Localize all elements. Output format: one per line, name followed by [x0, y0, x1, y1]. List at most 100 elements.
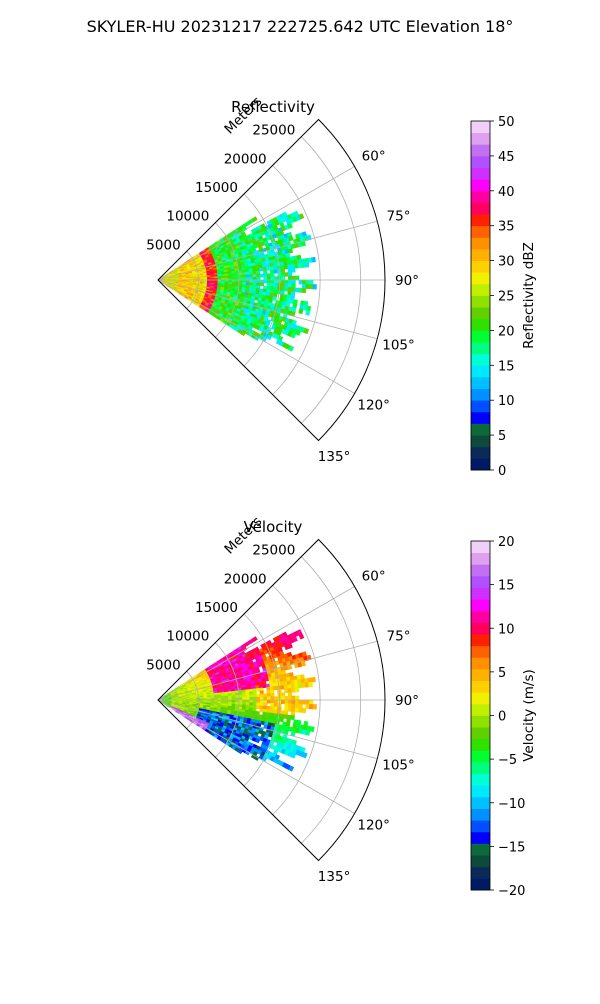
data-cell	[299, 704, 303, 708]
data-cell	[257, 277, 261, 280]
colorbar-tick-label: −20	[498, 884, 525, 899]
data-cell	[295, 700, 299, 704]
data-cell	[260, 691, 264, 694]
colorbar-segment	[471, 179, 490, 191]
data-cell	[242, 695, 246, 698]
data-cell	[250, 280, 254, 283]
colorbar-tick-label: 0	[498, 464, 506, 479]
azimuth-tick-label: 120°	[357, 398, 390, 414]
colorbar-label: Reflectivity dBZ	[521, 242, 537, 349]
radial-tick-label: 10000	[166, 209, 209, 225]
colorbar-segment	[471, 669, 490, 681]
data-cell	[281, 696, 285, 700]
data-cell	[264, 274, 268, 277]
radial-tick-label: 15000	[195, 600, 238, 616]
data-field	[158, 211, 317, 351]
data-cell	[264, 703, 268, 706]
data-cell	[295, 696, 299, 700]
data-cell	[306, 700, 310, 704]
colorbar-segment	[471, 820, 490, 832]
data-cell	[306, 280, 310, 284]
azimuth-tick-label: 105°	[382, 337, 415, 353]
colorbar-segment	[471, 412, 490, 424]
colorbar-tick-label: 0	[498, 710, 506, 725]
data-cell	[271, 277, 275, 280]
data-cell	[295, 276, 299, 280]
data-cell	[281, 693, 285, 697]
data-cell	[267, 280, 271, 283]
colorbar-segment	[471, 133, 490, 145]
azimuth-tick-label: 90°	[395, 693, 419, 709]
colorbar-segment	[471, 284, 490, 296]
data-cell	[288, 688, 292, 692]
data-cell	[271, 273, 275, 276]
azimuth-tick-label: 75°	[387, 209, 411, 225]
data-cell	[260, 274, 264, 277]
data-cell	[292, 284, 296, 288]
data-cell	[280, 718, 284, 722]
data-cell	[310, 727, 314, 732]
colorbar-segment	[471, 458, 490, 470]
colorbar-segment	[471, 553, 490, 565]
colorbar-segment	[471, 750, 490, 762]
colorbar-tick-label: 10	[498, 394, 515, 409]
colorbar-label: Velocity (m/s)	[521, 669, 537, 762]
data-cell	[264, 697, 268, 700]
data-cell	[291, 288, 295, 292]
colorbar-segment	[471, 156, 490, 168]
data-cell	[305, 263, 309, 268]
data-cell	[306, 730, 310, 735]
colorbar-segment	[471, 599, 490, 611]
data-cell	[264, 694, 268, 697]
data-cell	[292, 276, 296, 280]
data-cell	[281, 273, 285, 277]
colorbar-tick-label: 15	[498, 359, 515, 374]
colorbar-tick-label: 50	[498, 115, 515, 130]
data-cell	[306, 704, 310, 708]
azimuth-tick-label: 75°	[387, 629, 411, 645]
data-cell	[274, 700, 278, 703]
data-cell	[273, 297, 277, 301]
colorbar-tick-label: 45	[498, 150, 515, 165]
data-cell	[288, 272, 292, 276]
data-cell	[256, 688, 260, 691]
colorbar-segment	[471, 727, 490, 739]
data-cell	[288, 704, 292, 708]
colorbar-segment	[471, 261, 490, 273]
azimuth-tick-label: 90°	[395, 273, 419, 289]
colorbar-segment	[471, 634, 490, 646]
data-cell	[264, 280, 268, 283]
data-cell	[271, 703, 275, 706]
colorbar-segment	[471, 809, 490, 821]
data-cell	[291, 708, 295, 712]
radial-tick-label: 15000	[195, 180, 238, 196]
data-cell	[267, 277, 271, 280]
data-cell	[263, 271, 267, 274]
colorbar-tick-label: 5	[498, 666, 506, 681]
data-cell	[299, 309, 303, 314]
data-cell	[311, 257, 315, 262]
data-cell	[302, 284, 306, 288]
polar-panel-reflectivity: Reflectivity500010000150002000025000Mete…	[146, 94, 537, 479]
data-cell	[285, 272, 289, 276]
panels: Reflectivity500010000150002000025000Mete…	[146, 94, 537, 899]
colorbar-segment	[471, 168, 490, 180]
data-cell	[285, 696, 289, 700]
data-cell	[257, 694, 261, 697]
data-cell	[274, 270, 278, 274]
data-cell	[253, 277, 257, 280]
data-cell	[281, 276, 285, 280]
radial-tick-label: 25000	[252, 543, 295, 559]
colorbar-segment	[471, 272, 490, 284]
colorbar-segment	[471, 365, 490, 377]
radial-tick-label: 20000	[224, 571, 267, 587]
data-cell	[271, 693, 275, 696]
colorbar-segment	[471, 202, 490, 214]
data-cell	[295, 688, 299, 692]
azimuth-tick-label: 135°	[318, 869, 351, 885]
colorbar-tick-label: 5	[498, 429, 506, 444]
data-cell	[288, 284, 292, 288]
data-cell	[311, 677, 315, 682]
data-cell	[267, 697, 271, 700]
azimuth-tick-label: 105°	[382, 757, 415, 773]
